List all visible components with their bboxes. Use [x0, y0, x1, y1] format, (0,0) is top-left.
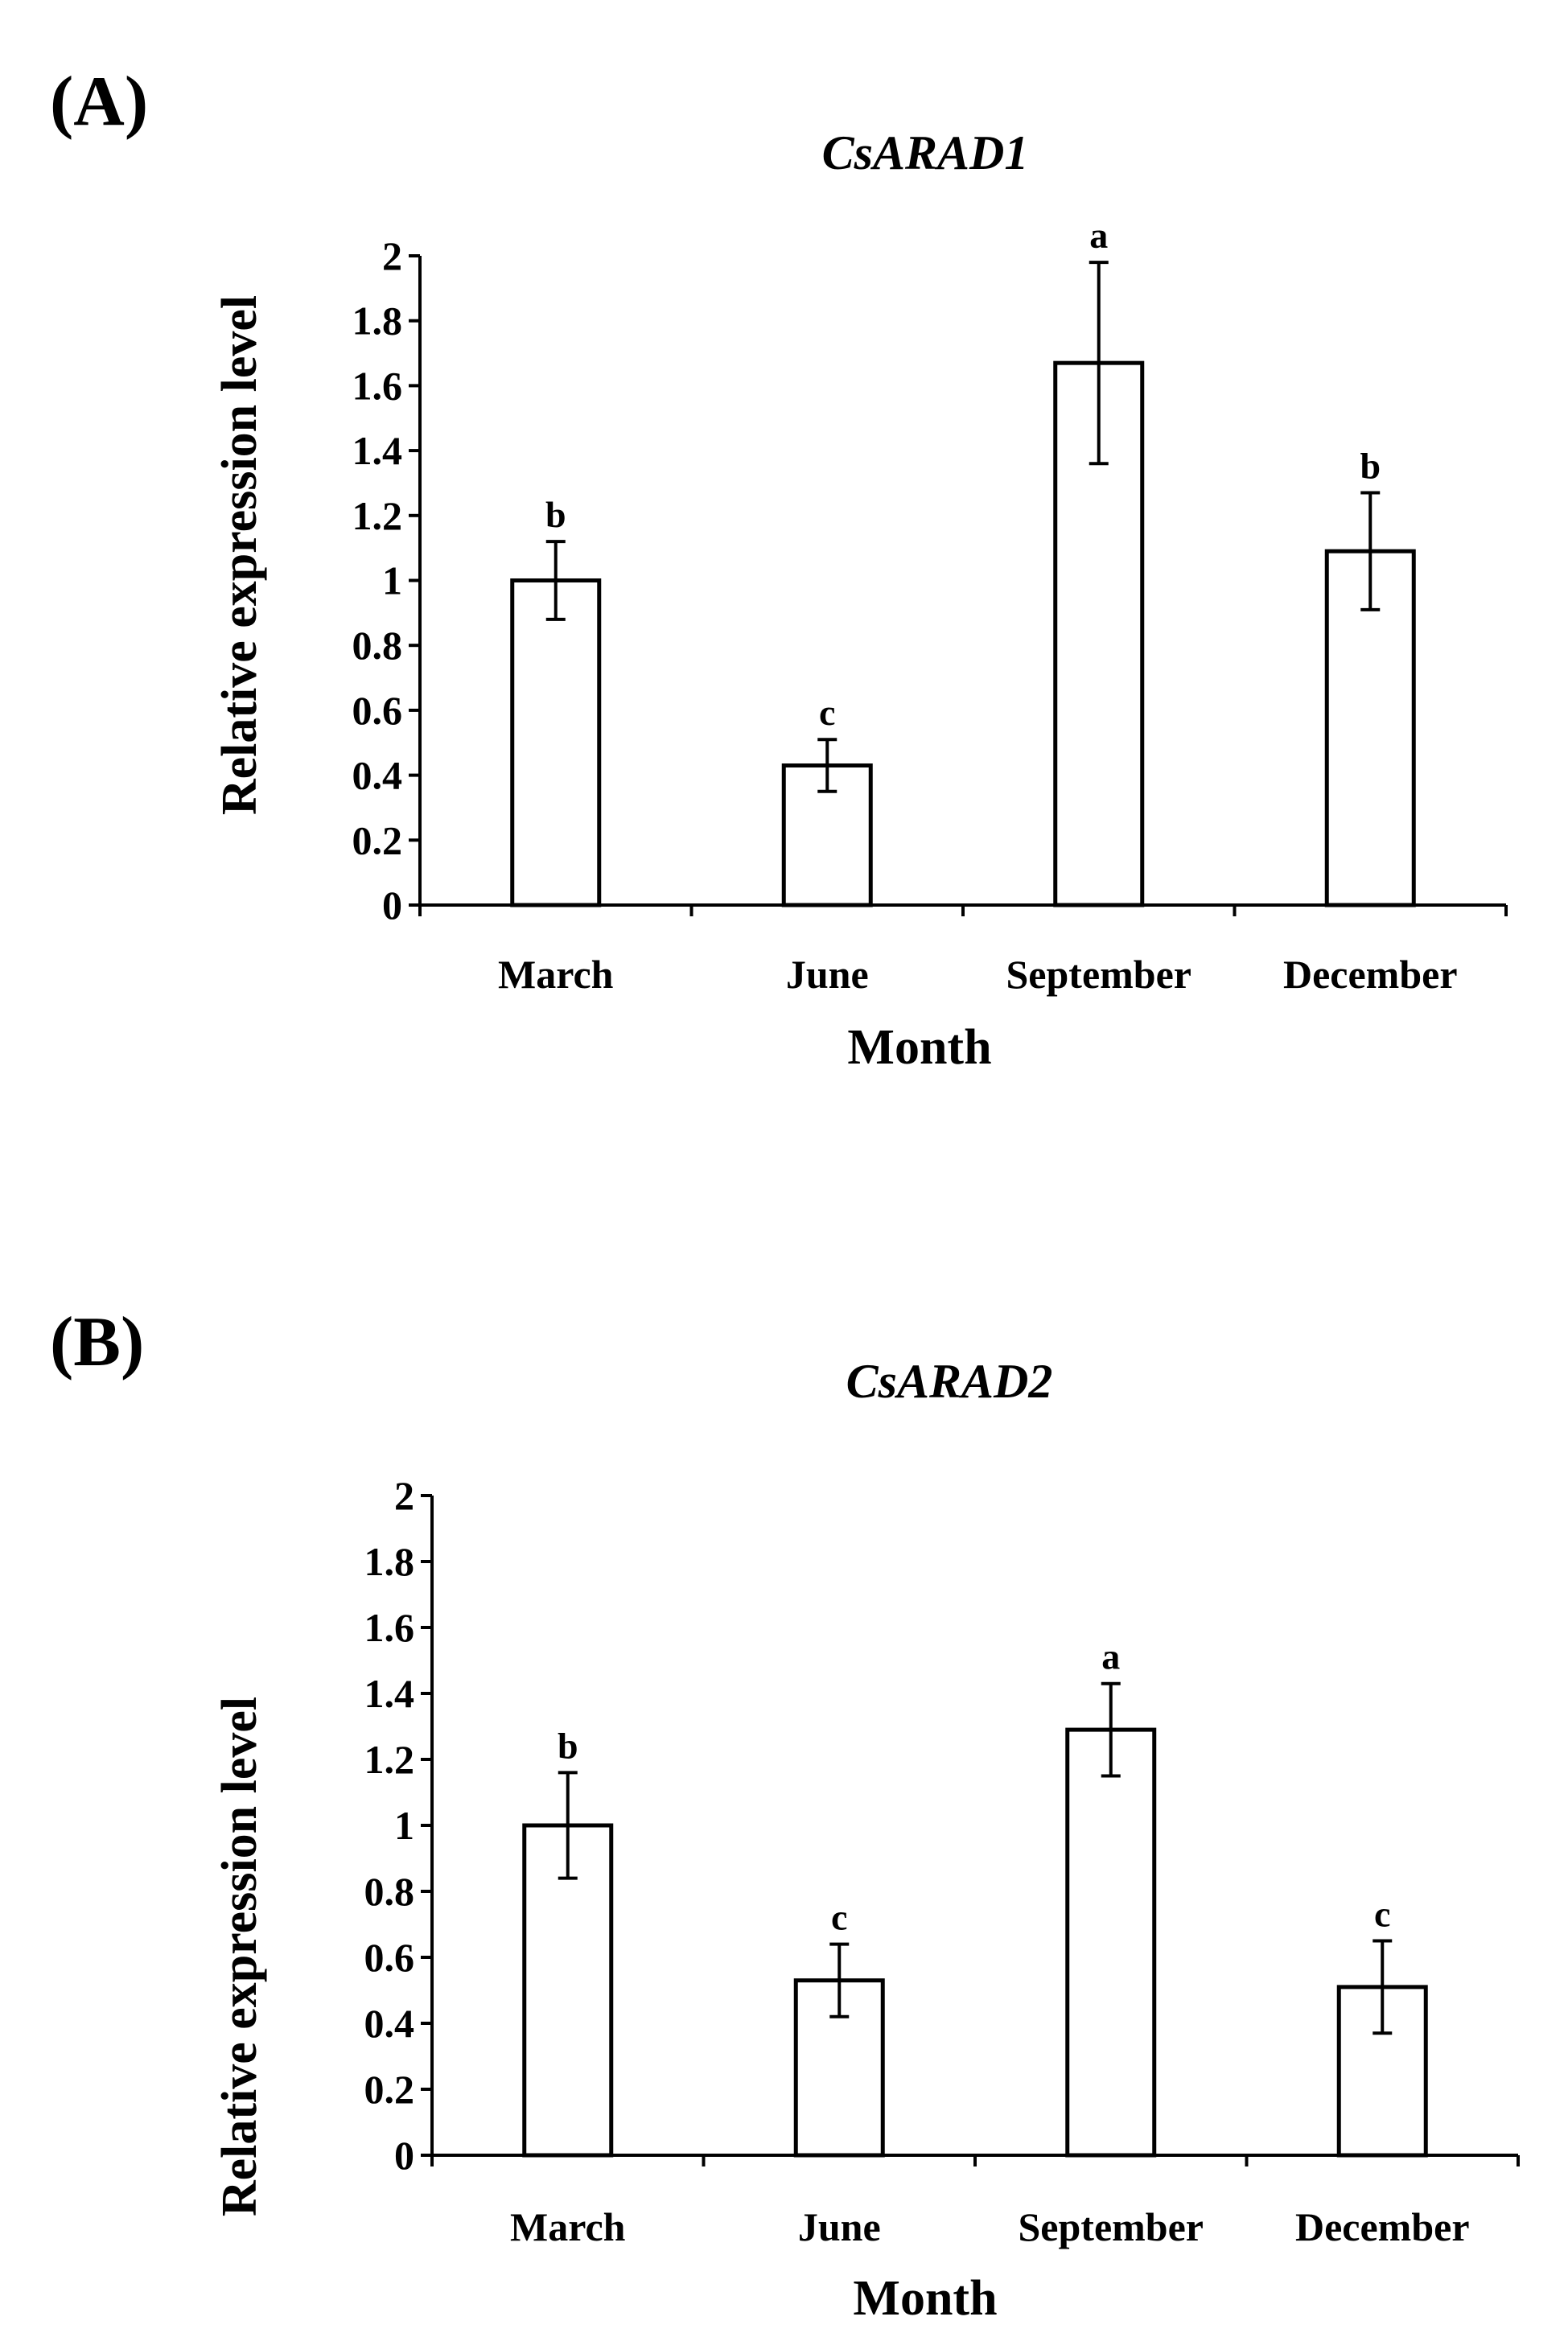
panel-label: (B)	[50, 1303, 144, 1381]
significance-label: b	[1360, 446, 1381, 487]
y-tick-label: 0	[382, 883, 402, 928]
significance-label: c	[1374, 1894, 1390, 1935]
y-tick-label: 1.8	[352, 298, 403, 344]
chart-panel-a: (A) CsARAD1 Relative expression level Mo…	[0, 0, 1568, 1164]
y-tick-label: 0.6	[364, 1935, 415, 1980]
y-tick-label: 0.2	[352, 817, 403, 862]
x-tick-label: June	[786, 952, 869, 997]
x-axis-title: Month	[853, 2271, 997, 2326]
significance-label: c	[831, 1897, 847, 1938]
bar-september	[1065, 1727, 1157, 2158]
significance-label: a	[1101, 1636, 1120, 1677]
x-tick-label: June	[798, 2204, 881, 2249]
y-tick-label: 1.4	[364, 1671, 415, 1716]
y-tick-label: 1.2	[364, 1737, 415, 1782]
y-axis-title-group: Relative expression level	[212, 295, 267, 815]
y-tick-label: 1.4	[352, 428, 403, 473]
y-tick-label: 0.8	[364, 1869, 415, 1914]
y-tick-label: 0	[394, 2133, 414, 2178]
x-tick-label: December	[1283, 952, 1458, 997]
x-tick-label: September	[1006, 952, 1192, 997]
panel-label: (A)	[50, 63, 148, 141]
chart-a-svg: (A) CsARAD1 Relative expression level Mo…	[50, 63, 1508, 1075]
y-tick-label: 1.2	[352, 493, 403, 538]
bar-march	[510, 578, 602, 907]
x-axis-title: Month	[847, 1020, 991, 1075]
significance-label: a	[1089, 215, 1108, 256]
y-tick-label: 0.6	[352, 688, 403, 733]
chart-panel-b: (B) CsARAD2 Relative expression level Mo…	[0, 1164, 1568, 2328]
significance-label: b	[545, 494, 566, 535]
y-axis-title: Relative expression level	[212, 295, 267, 815]
significance-label: c	[819, 692, 835, 733]
x-tick-label: December	[1295, 2204, 1470, 2249]
chart-title: CsARAD2	[846, 1355, 1053, 1408]
plot-area: 0 0.2 0.4 0.6 0.8 1 1.2 1.4 1.6 1.8 2 b March c June a S…	[352, 215, 1508, 997]
y-axis-title-group: Relative expression level	[212, 1697, 267, 2216]
significance-label: b	[558, 1725, 578, 1766]
x-tick-label: March	[498, 952, 614, 997]
y-tick-label: 2	[394, 1473, 414, 1518]
plot-area: 0 0.2 0.4 0.6 0.8 1 1.2 1.4 1.6 1.8 2 b March c June a S…	[364, 1473, 1520, 2249]
y-tick-label: 2	[382, 233, 402, 278]
y-tick-label: 0.2	[364, 2067, 415, 2112]
y-tick-label: 0.4	[352, 753, 403, 798]
y-tick-label: 1.6	[364, 1605, 415, 1650]
x-tick-label: March	[510, 2204, 626, 2249]
chart-b-svg: (B) CsARAD2 Relative expression level Mo…	[50, 1303, 1520, 2326]
y-tick-label: 1	[394, 1803, 414, 1848]
y-tick-label: 1.6	[352, 363, 403, 408]
y-tick-label: 0.4	[364, 2001, 415, 2046]
x-tick-label: September	[1019, 2204, 1204, 2249]
chart-title: CsARAD1	[822, 126, 1029, 179]
y-tick-label: 0.8	[352, 623, 403, 668]
y-tick-label: 1.8	[364, 1539, 415, 1584]
y-tick-label: 1	[382, 558, 402, 603]
y-axis-title: Relative expression level	[212, 1697, 267, 2216]
